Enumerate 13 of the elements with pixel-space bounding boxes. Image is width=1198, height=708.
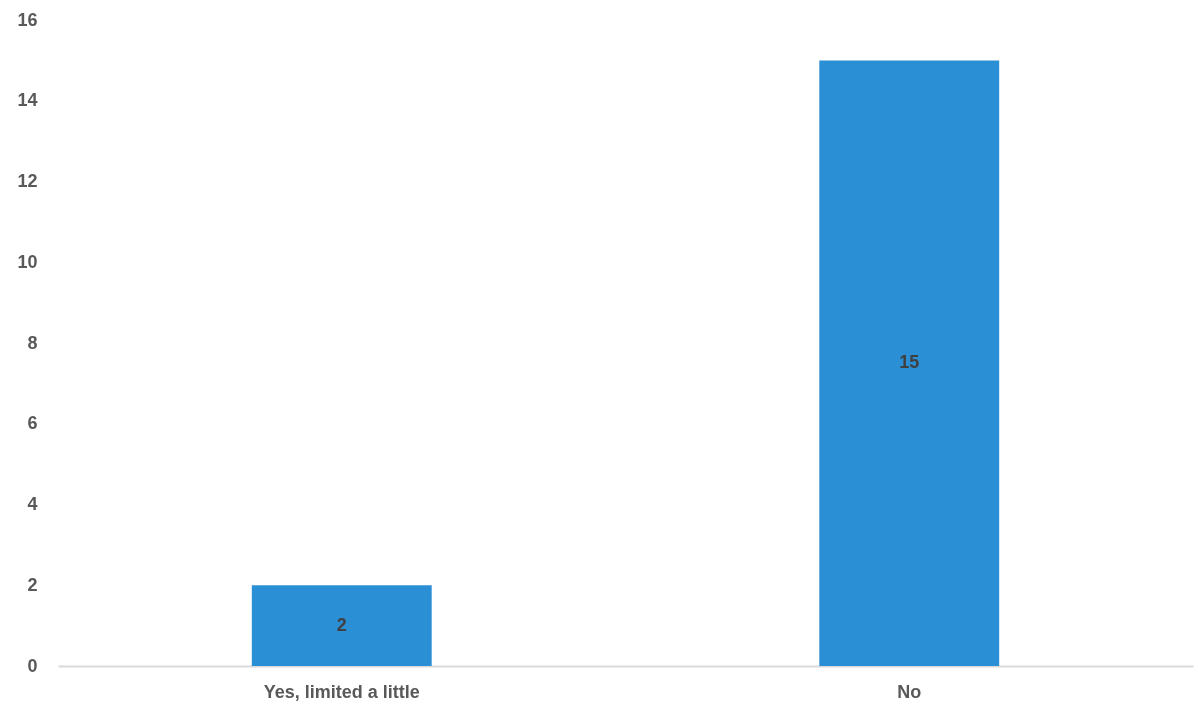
y-tick-label: 6 [27, 413, 38, 434]
x-tick-label: No [897, 681, 922, 702]
x-tick-label: Yes, limited a little [263, 681, 420, 702]
y-tick-label: 14 [17, 90, 38, 111]
data-label: 15 [899, 352, 920, 373]
y-tick-label: 2 [27, 574, 38, 595]
y-tick-label: 4 [27, 494, 38, 514]
y-tick-label: 16 [17, 9, 38, 30]
y-tick-label: 0 [27, 655, 38, 676]
y-tick-label: 10 [17, 251, 38, 272]
data-label: 2 [336, 614, 347, 635]
y-tick-label: 8 [27, 332, 38, 353]
y-tick-label: 12 [17, 171, 38, 191]
